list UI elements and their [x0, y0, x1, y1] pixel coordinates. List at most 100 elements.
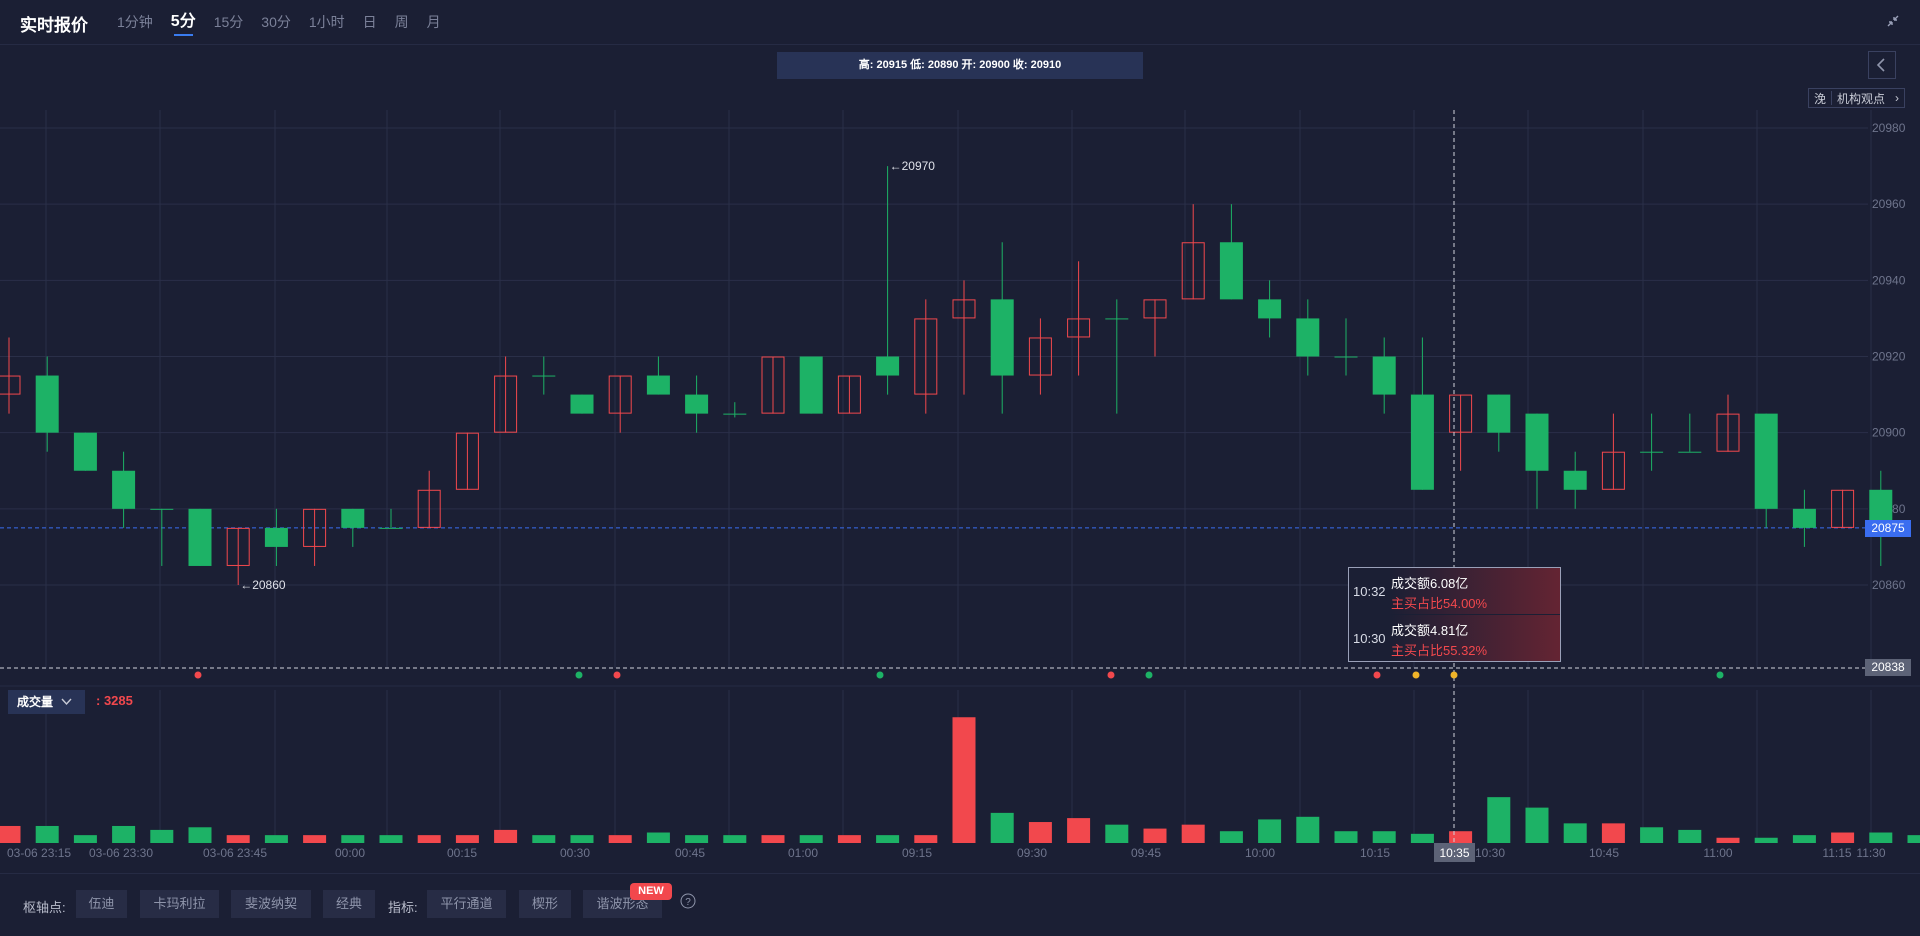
volume-bar: [1296, 817, 1319, 843]
volume-bar: [74, 835, 97, 843]
candle-body: [0, 376, 20, 394]
volume-bar: [1831, 833, 1854, 843]
volume-bar: [1755, 838, 1778, 843]
new-badge: NEW: [630, 883, 672, 900]
volume-bar: [953, 717, 976, 843]
candle-body: [532, 376, 555, 377]
candle-body: [685, 395, 708, 414]
pivot-option-classic[interactable]: 经典: [323, 890, 375, 918]
volume-bar: [1220, 831, 1243, 843]
x-tick-label: 09:45: [1131, 846, 1161, 860]
trade-tooltip: 10:32 成交额6.08亿 主买占比54.00% 10:30 成交额4.81亿…: [1348, 567, 1561, 662]
volume-bar: [1602, 823, 1625, 843]
indicator-option-wedge[interactable]: 楔形: [519, 890, 571, 918]
cursor-price-tag: 20838: [1865, 659, 1911, 676]
candle-body: [1793, 509, 1816, 528]
pivot-option-camarilla[interactable]: 卡玛利拉: [140, 890, 219, 918]
volume-bar: [647, 833, 670, 843]
tooltip-ratio: 主买占比55.32%: [1391, 640, 1487, 659]
y-tick-label: 20920: [1872, 350, 1906, 364]
candle-body: [189, 509, 212, 566]
tooltip-time: 10:30: [1353, 631, 1386, 646]
pivot-option-fibonacci[interactable]: 斐波纳契: [231, 890, 311, 918]
volume-bar: [1487, 797, 1510, 843]
candle-body: [1564, 471, 1587, 490]
volume-value: : 3285: [96, 693, 133, 708]
candle-body: [1411, 395, 1434, 490]
candle-body: [341, 509, 364, 528]
candle-body: [74, 433, 97, 471]
volume-bar: [876, 835, 899, 843]
volume-bar: [265, 835, 288, 843]
candle-body: [1258, 299, 1281, 318]
x-tick-label: 10:15: [1360, 846, 1390, 860]
candle-body: [1640, 452, 1663, 453]
low-annotation: ←20860: [240, 578, 286, 592]
tooltip-row: 10:32 成交额6.08亿 主买占比54.00%: [1349, 568, 1560, 614]
candle-body: [1678, 452, 1701, 453]
volume-bar: [1449, 831, 1472, 843]
volume-bar: [494, 830, 517, 843]
volume-bar: [1067, 818, 1090, 843]
volume-bar: [112, 826, 135, 843]
y-tick-label: 20860: [1872, 578, 1906, 592]
candle-body: [800, 357, 823, 414]
y-tick-label: 20960: [1872, 197, 1906, 211]
volume-bar: [1105, 825, 1128, 843]
volume-bar: [227, 835, 250, 843]
x-tick-label: 03-06 23:15: [7, 846, 71, 860]
x-tick-label: 03-06 23:30: [89, 846, 153, 860]
candle-body: [1526, 414, 1549, 471]
volume-bar: [1793, 835, 1816, 843]
event-marker-icon: [1451, 672, 1458, 679]
tooltip-time: 10:32: [1353, 584, 1386, 599]
x-tick-label: 09:15: [902, 846, 932, 860]
tooltip-amount: 成交额6.08亿: [1391, 573, 1468, 592]
event-marker-icon: [576, 672, 583, 679]
x-tick-label: 09:30: [1017, 846, 1047, 860]
volume-bar: [1678, 830, 1701, 843]
indicator-option-parallel-channel[interactable]: 平行通道: [427, 890, 506, 918]
x-tick-label: 10:30: [1475, 846, 1505, 860]
cursor-time-label: 10:35: [1439, 846, 1469, 860]
candle-body: [1105, 318, 1128, 319]
svg-text:?: ?: [685, 897, 691, 908]
volume-bar: [991, 813, 1014, 843]
volume-bar: [762, 835, 785, 843]
candlestick-chart[interactable]: 2098020960209402092020900208802086003-06…: [0, 0, 1920, 873]
pivot-option-woodie[interactable]: 伍迪: [76, 890, 127, 918]
x-tick-label: 11:30: [1856, 846, 1885, 860]
candle-body: [647, 376, 670, 395]
candle-body: [150, 509, 173, 510]
volume-bar: [1029, 822, 1052, 843]
x-tick-label: 00:15: [447, 846, 477, 860]
volume-bar: [1526, 808, 1549, 843]
candle-body: [571, 395, 594, 414]
candle-body: [1296, 318, 1319, 356]
candle-body: [36, 376, 59, 433]
volume-bar: [800, 835, 823, 843]
help-icon[interactable]: ?: [680, 893, 696, 909]
y-tick-label: 20900: [1872, 426, 1906, 440]
volume-bar: [532, 835, 555, 843]
x-tick-label: 00:45: [675, 846, 705, 860]
volume-bar: [723, 835, 746, 843]
candle-body: [991, 299, 1014, 375]
volume-bar: [303, 835, 326, 843]
candle-body: [1487, 395, 1510, 433]
volume-bar: [685, 835, 708, 843]
volume-bar: [0, 826, 21, 843]
y-tick-label: 20940: [1872, 273, 1906, 287]
candle-body: [380, 528, 403, 529]
volume-bar: [914, 835, 937, 843]
volume-bar: [380, 835, 403, 843]
volume-bar: [1564, 823, 1587, 843]
indicator-label: 指标:: [388, 897, 418, 916]
volume-bar: [36, 826, 59, 843]
candle-body: [265, 528, 288, 547]
chevron-down-icon: [61, 695, 72, 709]
candle-body: [876, 357, 899, 376]
event-marker-icon: [1413, 672, 1420, 679]
volume-indicator-select[interactable]: 成交量: [8, 690, 85, 714]
volume-bar: [1640, 827, 1663, 843]
